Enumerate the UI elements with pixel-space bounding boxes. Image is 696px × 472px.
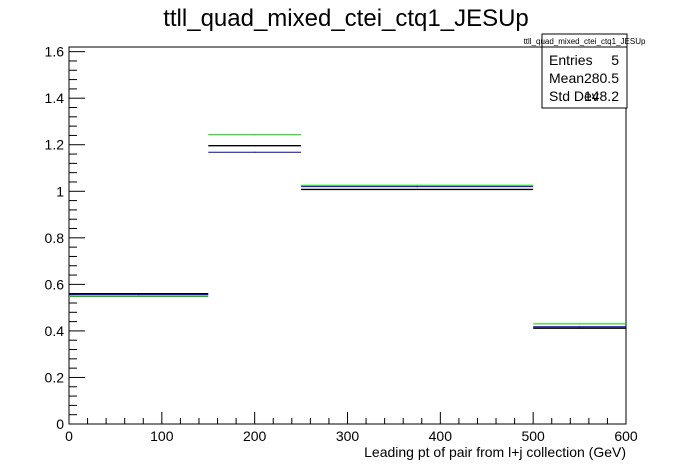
y-tick-label: 0.6	[45, 276, 65, 292]
y-tick-label: 0.4	[45, 323, 65, 339]
stats-mean-label: Mean	[549, 70, 584, 86]
x-tick-label: 600	[614, 428, 638, 444]
stats-mean-value: 280.5	[584, 70, 619, 86]
x-tick-label: 0	[65, 428, 73, 444]
stats-stddev-label: Std Dev	[549, 88, 599, 104]
y-tick-label: 1.4	[45, 90, 65, 106]
chart-title: ttll_quad_mixed_ctei_ctq1_JESUp	[163, 5, 529, 32]
y-tick-label: 1.6	[45, 44, 65, 60]
x-tick-label: 400	[429, 428, 453, 444]
y-tick-label: 0	[56, 416, 64, 432]
y-tick-label: 0.2	[45, 369, 65, 385]
x-axis-ticks: 0 100 200 300 400 500 600	[65, 412, 638, 444]
stats-stddev-value: 148.2	[584, 88, 619, 104]
x-tick-label: 100	[150, 428, 174, 444]
stats-box-title: ttll_quad_mixed_ctei_ctq1_JESUp	[524, 37, 646, 46]
stats-box-frame	[541, 33, 628, 109]
x-axis-label: Leading pt of pair from l+j collection (…	[364, 444, 626, 460]
x-tick-label: 500	[521, 428, 545, 444]
y-tick-label: 1.2	[45, 137, 65, 153]
y-axis-ticks: 0 0.2 0.4 0.6 0.8 1 1.2 1.4 1.6	[45, 44, 85, 432]
y-tick-label: 0.8	[45, 230, 65, 246]
stats-entries-value: 5	[611, 52, 619, 68]
stats-entries-label: Entries	[549, 52, 593, 68]
series-layer	[69, 134, 626, 329]
x-tick-label: 300	[336, 428, 360, 444]
y-tick-label: 1	[56, 183, 64, 199]
x-tick-label: 200	[243, 428, 267, 444]
stats-box: ttll_quad_mixed_ctei_ctq1_JESUp Entries …	[524, 33, 646, 109]
